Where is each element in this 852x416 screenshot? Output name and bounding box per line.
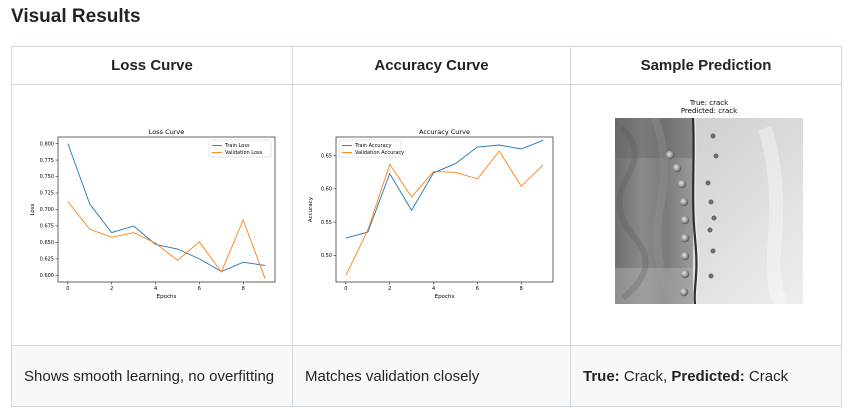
- loss-curve-chart: Loss Curve 0 2 4 6 8 0.600 0.625 0.650 0.675 0.700…: [30, 128, 276, 300]
- legend-label-1: Validation Loss: [225, 150, 263, 156]
- x-axis-label: Epochs: [435, 294, 455, 300]
- x-tick-label: 4: [154, 286, 157, 292]
- accuracy-curve-cell: Accuracy Curve 0 2 4 6 8 0.50 0.55 0.60 0.65 Epoch…: [292, 84, 571, 346]
- x-tick-label: 8: [520, 286, 523, 292]
- x-tick-label: 0: [344, 286, 347, 292]
- y-axis-label: Loss: [30, 203, 36, 215]
- x-tick-label: 6: [198, 286, 201, 292]
- legend-label-1: Validation Accuracy: [355, 150, 404, 156]
- y-tick-label: 0.50: [321, 253, 332, 259]
- plot-frame: [335, 136, 554, 283]
- series-line-1: [345, 150, 544, 276]
- y-tick-label: 0.675: [40, 224, 54, 230]
- x-axis-label: Epochs: [157, 294, 177, 300]
- crack-sample-image: [615, 116, 803, 311]
- x-tick-label: 0: [66, 286, 69, 292]
- accuracy-description: Matches validation closely: [292, 345, 571, 407]
- legend-label-0: Train Loss: [224, 143, 250, 149]
- series-line-0: [345, 139, 544, 239]
- prediction-description: True: Crack, Predicted: Crack: [570, 345, 842, 407]
- sample-prediction-figure: True: crack Predicted: crack: [614, 99, 804, 311]
- y-tick-label: 0.60: [321, 187, 332, 193]
- plot-frame: [57, 136, 276, 283]
- x-tick-label: 2: [388, 286, 391, 292]
- y-tick-label: 0.725: [40, 191, 54, 197]
- legend-box: [208, 139, 272, 158]
- loss-curve-cell: Loss Curve 0 2 4 6 8 0.600 0.625 0.650 0.675 0.700…: [11, 84, 293, 346]
- y-axis-label: Accuracy: [308, 196, 314, 222]
- true-label-text: True: crack: [689, 99, 729, 107]
- sample-prediction-cell: True: crack Predicted: crack: [570, 84, 842, 346]
- loss-description: Shows smooth learning, no overfitting: [11, 345, 293, 407]
- y-tick-label: 0.600: [40, 273, 54, 279]
- true-label: True:: [583, 367, 620, 385]
- header-sample-prediction: Sample Prediction: [570, 46, 842, 85]
- y-tick-label: 0.650: [40, 240, 54, 246]
- series-line-1: [67, 201, 266, 279]
- chart-title: Loss Curve: [149, 128, 185, 136]
- true-value: Crack,: [623, 367, 668, 385]
- x-tick-label: 6: [476, 286, 479, 292]
- y-tick-label: 0.55: [321, 220, 332, 226]
- y-tick-label: 0.700: [40, 207, 54, 213]
- predicted-value: Crack: [748, 367, 789, 385]
- predicted-label: Predicted:: [671, 367, 745, 385]
- results-table: Loss Curve Accuracy Curve Sample Predict…: [11, 46, 842, 407]
- y-tick-label: 0.750: [40, 174, 54, 180]
- x-tick-label: 8: [242, 286, 245, 292]
- y-tick-label: 0.775: [40, 158, 54, 164]
- y-tick-label: 0.625: [40, 257, 54, 263]
- predicted-label-text: Predicted: crack: [680, 107, 738, 115]
- accuracy-curve-chart: Accuracy Curve 0 2 4 6 8 0.50 0.55 0.60 0.65 Epoch…: [308, 128, 554, 300]
- series-line-0: [67, 143, 266, 273]
- chart-title: Accuracy Curve: [419, 128, 470, 136]
- legend-box: [338, 139, 402, 158]
- x-tick-label: 4: [432, 286, 435, 292]
- y-tick-label: 0.65: [321, 153, 332, 159]
- y-tick-label: 0.800: [40, 141, 54, 147]
- page-title: Visual Results: [11, 6, 141, 27]
- header-loss-curve: Loss Curve: [11, 46, 293, 85]
- legend-label-0: Train Accuracy: [354, 143, 391, 149]
- x-tick-label: 2: [110, 286, 113, 292]
- header-accuracy-curve: Accuracy Curve: [292, 46, 571, 85]
